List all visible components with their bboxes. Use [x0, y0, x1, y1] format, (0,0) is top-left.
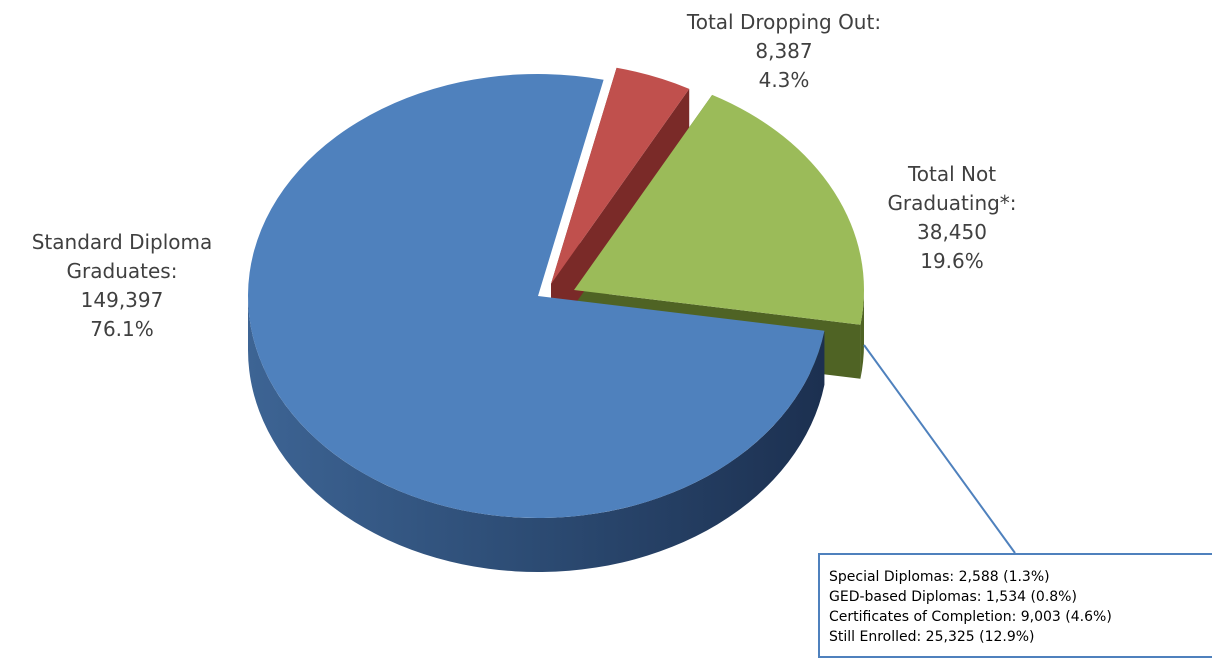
callout-item-special: Special Diplomas: 2,588 (1.3%) — [829, 569, 1050, 585]
label-notgrad-value: 38,450 — [917, 220, 987, 244]
label-notgrad-line2: Graduating*: — [887, 191, 1017, 215]
label-standard-line2: Graduates: — [66, 259, 178, 283]
callout-box: Special Diplomas: 2,588 (1.3%) GED-based… — [818, 553, 1212, 658]
label-not-graduating: Total Not Graduating*: 38,450 19.6% — [852, 160, 1052, 276]
callout-leader-line — [863, 344, 1016, 554]
label-dropping-value: 8,387 — [755, 39, 813, 63]
callout-item-still-enrolled: Still Enrolled: 25,325 (12.9%) — [829, 629, 1035, 645]
label-notgrad-line1: Total Not — [907, 162, 997, 186]
label-standard-value: 149,397 — [80, 288, 164, 312]
slice-standard-diploma-side — [248, 296, 825, 572]
label-dropping-line1: Total Dropping Out: — [686, 10, 882, 34]
label-notgrad-percent: 19.6% — [920, 249, 984, 273]
callout-item-ged: GED-based Diplomas: 1,534 (0.8%) — [829, 589, 1077, 605]
label-standard-line1: Standard Diploma — [31, 230, 213, 254]
label-dropping-percent: 4.3% — [758, 68, 810, 92]
slice-standard-diploma-top — [248, 74, 825, 519]
label-dropping-out: Total Dropping Out: 8,387 4.3% — [664, 8, 904, 95]
slice-dropping-out-top — [551, 67, 690, 284]
callout-item-certificates: Certificates of Completion: 9,003 (4.6%) — [829, 609, 1112, 625]
label-standard-diploma: Standard Diploma Graduates: 149,397 76.1… — [2, 228, 242, 344]
slice-not-graduating-top — [574, 94, 864, 325]
label-standard-percent: 76.1% — [90, 317, 154, 341]
slice-not-graduating-side — [860, 290, 864, 379]
